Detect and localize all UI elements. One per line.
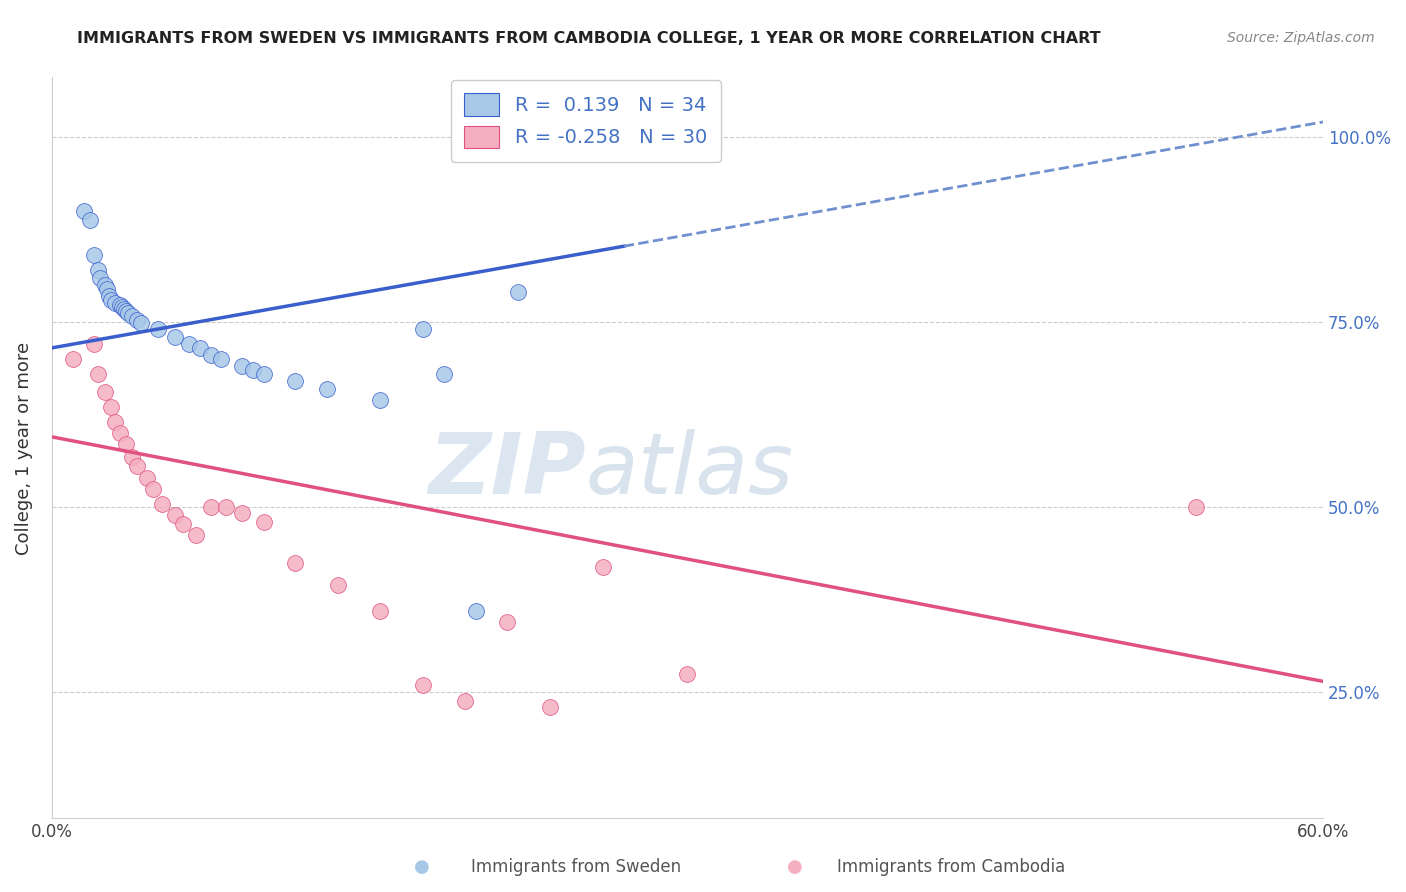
Text: Immigrants from Sweden: Immigrants from Sweden: [471, 858, 681, 876]
Point: [79, 212, 101, 227]
Point: [368, 392, 391, 407]
Y-axis label: College, 1 year or more: College, 1 year or more: [15, 342, 32, 555]
Point: [121, 309, 143, 323]
Point: [326, 578, 349, 592]
Point: [368, 604, 391, 618]
Point: [412, 678, 434, 692]
Point: [188, 341, 211, 355]
Point: [184, 528, 207, 542]
Point: [316, 382, 339, 396]
Point: [209, 351, 232, 366]
Point: [87, 367, 110, 381]
Point: [111, 300, 134, 314]
Point: [454, 694, 477, 708]
Point: [142, 482, 165, 496]
Point: [676, 667, 699, 681]
Point: [284, 556, 307, 570]
Point: [214, 500, 236, 515]
Point: [242, 363, 264, 377]
Point: [146, 322, 169, 336]
Point: [284, 374, 307, 388]
Point: [231, 506, 253, 520]
Point: [253, 515, 276, 529]
Point: [125, 313, 148, 327]
Text: Source: ZipAtlas.com: Source: ZipAtlas.com: [1227, 31, 1375, 45]
Point: [496, 615, 519, 629]
Point: [115, 303, 138, 318]
Point: [93, 277, 115, 292]
Point: [125, 459, 148, 474]
Point: [108, 298, 131, 312]
Point: [97, 289, 120, 303]
Point: [87, 263, 110, 277]
Point: [592, 559, 614, 574]
Point: [163, 508, 186, 522]
Point: [100, 293, 122, 307]
Text: Immigrants from Cambodia: Immigrants from Cambodia: [837, 858, 1064, 876]
Text: IMMIGRANTS FROM SWEDEN VS IMMIGRANTS FROM CAMBODIA COLLEGE, 1 YEAR OR MORE CORRE: IMMIGRANTS FROM SWEDEN VS IMMIGRANTS FRO…: [77, 31, 1101, 46]
Point: [163, 330, 186, 344]
Point: [253, 367, 276, 381]
Point: [200, 348, 222, 362]
Text: ●: ●: [786, 858, 803, 876]
Point: [129, 317, 152, 331]
Point: [93, 385, 115, 400]
Point: [433, 367, 456, 381]
Point: [83, 337, 105, 351]
Point: [1185, 500, 1208, 515]
Point: [231, 359, 253, 374]
Text: ●: ●: [413, 858, 430, 876]
Point: [83, 248, 105, 262]
Point: [150, 496, 173, 510]
Text: atlas: atlas: [586, 429, 794, 512]
Point: [89, 270, 111, 285]
Point: [96, 282, 118, 296]
Point: [136, 470, 159, 484]
Point: [506, 285, 529, 300]
Point: [108, 426, 131, 441]
Point: [115, 437, 138, 451]
Point: [172, 516, 194, 531]
Point: [104, 415, 127, 429]
Point: [412, 322, 434, 336]
Point: [62, 351, 84, 366]
Point: [538, 700, 561, 714]
Point: [72, 203, 94, 218]
Point: [121, 450, 143, 464]
Point: [179, 337, 201, 351]
Point: [464, 604, 486, 618]
Point: [100, 400, 122, 414]
Legend: R =  0.139   N = 34, R = -0.258   N = 30: R = 0.139 N = 34, R = -0.258 N = 30: [451, 79, 721, 161]
Point: [112, 302, 135, 317]
Point: [117, 306, 139, 320]
Point: [200, 500, 222, 515]
Point: [104, 296, 127, 310]
Text: ZIP: ZIP: [427, 429, 586, 512]
